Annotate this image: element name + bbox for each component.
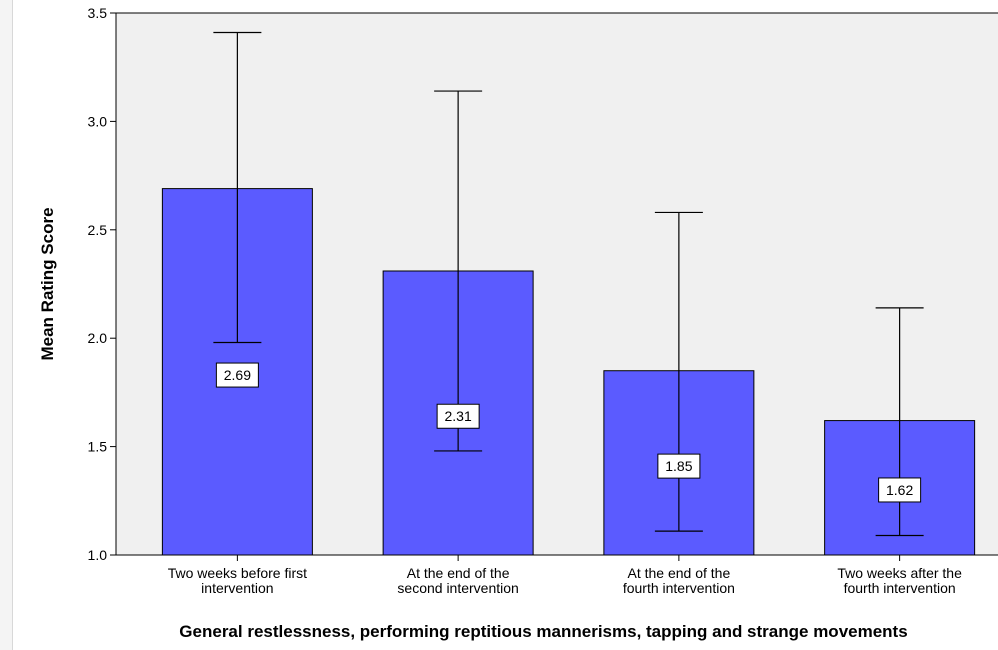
y-tick-label: 1.5 (88, 439, 108, 455)
y-tick-label: 2.0 (88, 330, 108, 346)
data-label-box (436, 403, 480, 429)
chart-frame: 1.0 1.5 2.0 2.5 3.0 3.5 2.69 2.31 1.85 1.62 Two … (12, 0, 998, 650)
x-tick-label: Two weeks after the fourth intervention (837, 565, 962, 596)
y-tick-label: 1.0 (88, 547, 108, 563)
data-label-box (657, 453, 701, 479)
y-tick-label: 3.0 (88, 113, 108, 129)
data-label: 1.85 (665, 458, 692, 474)
data-label: 1.62 (886, 482, 913, 498)
y-axis-label: Mean Rating Score (38, 207, 57, 360)
y-tick-label: 2.5 (88, 222, 108, 238)
data-labels-group: 2.69 2.31 1.85 1.62 (215, 362, 922, 503)
bar-chart: 1.0 1.5 2.0 2.5 3.0 3.5 2.69 2.31 1.85 1.62 Two … (38, 5, 998, 641)
x-tick-label: At the end of the fourth intervention (623, 565, 735, 596)
data-label-box (215, 362, 259, 388)
x-tick-label: At the end of the second intervention (397, 565, 518, 596)
x-axis-label: General restlessness, performing reptiti… (179, 622, 907, 641)
x-axis: Two weeks before first intervention At the… (168, 555, 962, 596)
y-tick-label: 3.5 (88, 5, 108, 21)
y-axis: 1.0 1.5 2.0 2.5 3.0 3.5 (88, 5, 116, 563)
data-label-box (878, 477, 922, 503)
x-tick-label: Two weeks before first intervention (168, 565, 307, 596)
data-label: 2.31 (445, 408, 472, 424)
data-label: 2.69 (224, 367, 251, 383)
